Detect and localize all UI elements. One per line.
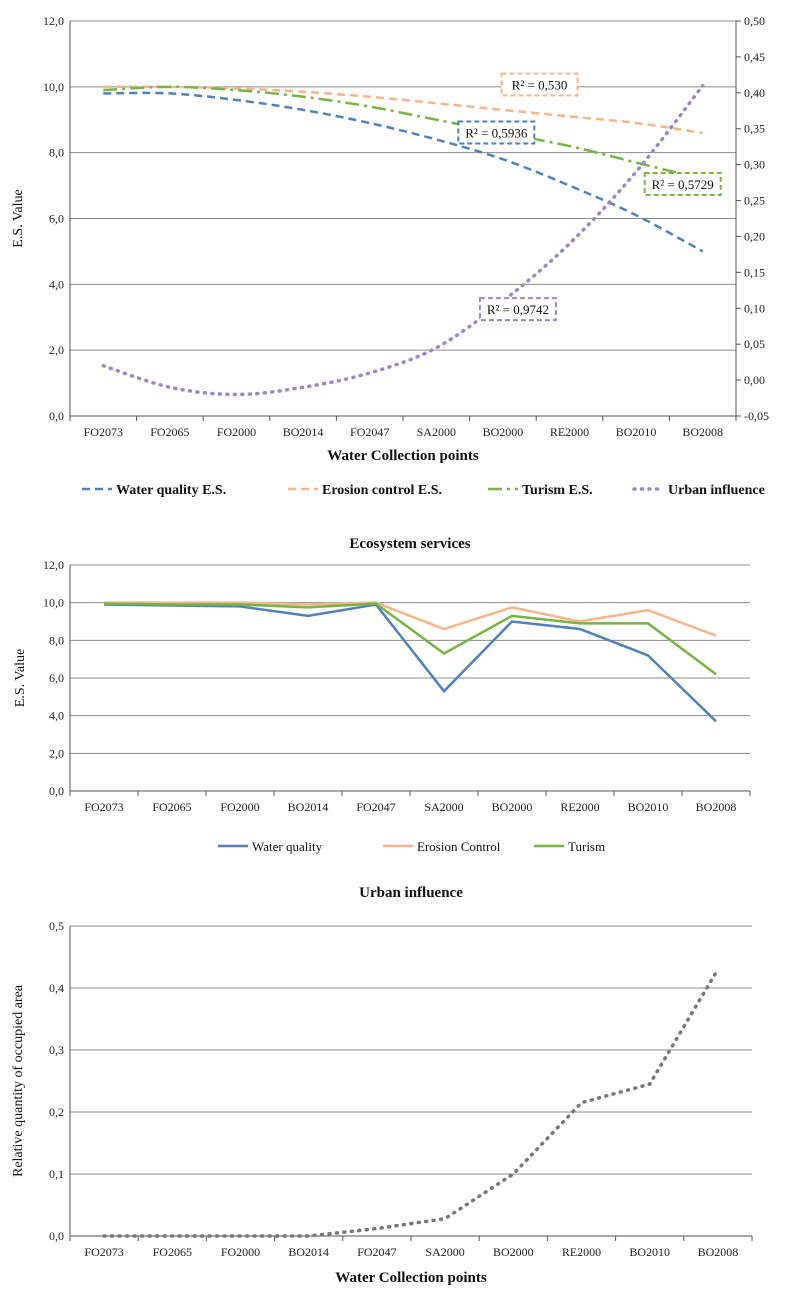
y2-tick-label: 0,10 [744, 301, 765, 315]
series-line-urban-influence [101, 83, 705, 397]
r-squared-box [478, 297, 557, 322]
y-tick-label: 4,0 [49, 709, 64, 723]
x-tick-label: FO2000 [220, 800, 259, 814]
y-tick-label: 10,0 [43, 596, 64, 610]
x-tick-label: RE2000 [550, 425, 589, 439]
y-tick-label: 0,0 [49, 1229, 64, 1243]
x-tick-label: SA2000 [425, 1245, 464, 1259]
y2-tick-label: 0,50 [744, 14, 765, 28]
legend-label: Turism E.S. [522, 483, 593, 498]
x-tick-label: BO2010 [629, 1245, 670, 1259]
r-squared-label: R² = 0,5936 [465, 126, 528, 141]
legend-label: Erosion Control [417, 839, 501, 854]
x-axis-label: Water Collection points [335, 1270, 487, 1286]
series-line-water-quality-e-s [103, 91, 704, 253]
x-tick-label: BO2014 [288, 1245, 329, 1259]
x-tick-label: BO2010 [616, 425, 657, 439]
y-tick-label: 4,0 [49, 277, 64, 291]
y2-tick-label: 0,35 [744, 122, 765, 136]
r-squared-box [643, 172, 722, 196]
x-tick-label: RE2000 [560, 800, 599, 814]
y-tick-label: 0,0 [49, 409, 64, 423]
y-tick-label: 8,0 [49, 146, 64, 160]
x-tick-label: BO2008 [682, 425, 723, 439]
y2-tick-label: 0,30 [744, 158, 765, 172]
y-tick-label: 6,0 [49, 671, 64, 685]
y2-tick-label: 0,00 [744, 373, 765, 387]
y2-tick-label: 0,45 [744, 50, 765, 64]
x-tick-label: BO2008 [698, 1245, 739, 1259]
x-tick-label: BO2010 [628, 800, 669, 814]
r-squared-box [500, 72, 579, 97]
chart-title: Ecosystem services [349, 536, 470, 552]
y2-tick-label: 0,25 [744, 194, 765, 208]
y-tick-label: 0,1 [49, 1167, 64, 1181]
chart-urban-influence: 0,0 0,1 0,2 0,3 0,4 0,5 FO2073 FO2065 FO2000 BO20… [11, 885, 753, 1286]
y2-tick-label: 0,05 [744, 337, 765, 351]
x-axis-label: Water Collection points [327, 448, 479, 464]
y-tick-label: 2,0 [49, 343, 64, 357]
r-squared-label: R² = 0,9742 [487, 302, 549, 317]
y2-tick-label: -0,05 [744, 409, 769, 423]
y2-tick-label: 0,15 [744, 265, 765, 279]
x-tick-label: SA2000 [424, 800, 463, 814]
x-tick-label: BO2008 [696, 800, 737, 814]
x-tick-label: FO2073 [84, 425, 123, 439]
legend-label: Urban influence [668, 483, 765, 498]
series-line-turism [103, 602, 717, 676]
x-tick-label: BO2014 [283, 425, 324, 439]
x-tick-label: FO2047 [350, 425, 389, 439]
series-line-series [102, 967, 720, 1238]
y-tick-label: 12,0 [43, 558, 64, 572]
x-tick-label: BO2000 [493, 1245, 534, 1259]
y-tick-label: 2,0 [49, 746, 64, 760]
chart-ecosystem-services: 0,0 2,0 4,0 6,0 8,0 10,0 12,0 FO2073 FO2065 FO200… [13, 536, 751, 854]
y-tick-label: 0,0 [49, 784, 64, 798]
x-tick-label: FO2047 [356, 800, 395, 814]
x-tick-label: RE2000 [562, 1245, 601, 1259]
r-squared-box [457, 120, 536, 145]
x-tick-label: FO2065 [150, 425, 189, 439]
x-tick-label: SA2000 [417, 425, 456, 439]
x-tick-label: FO2065 [152, 800, 191, 814]
y2-tick-label: 0,40 [744, 86, 765, 100]
y-axis-label: E.S. Value [11, 189, 26, 247]
y-tick-label: 0,3 [49, 1043, 64, 1057]
r-squared-label: R² = 0,5729 [652, 177, 714, 192]
chart-title: Urban influence [359, 885, 463, 901]
x-tick-label: FO2000 [221, 1245, 260, 1259]
y-tick-label: 8,0 [49, 633, 64, 647]
legend-label: Turism [568, 839, 605, 854]
series-line-erosion-control [104, 601, 717, 637]
x-tick-label: FO2073 [84, 800, 123, 814]
y-tick-label: 0,2 [49, 1105, 64, 1119]
y2-tick-label: 0,20 [744, 229, 765, 243]
y-axis-label: Relative quantity of occupied area [11, 984, 26, 1177]
y-tick-label: 0,5 [49, 919, 64, 933]
chart-es-trendlines: 0,0 2,0 4,0 6,0 8,0 10,0 12,0 FO2073 FO2065 FO200… [11, 14, 769, 498]
x-tick-label: FO2065 [153, 1245, 192, 1259]
y-tick-label: 12,0 [43, 14, 64, 28]
x-tick-label: FO2000 [217, 425, 256, 439]
series-line-erosion-control-e-s [103, 85, 703, 135]
x-tick-label: BO2000 [492, 800, 533, 814]
r-squared-label: R² = 0,530 [512, 77, 568, 92]
x-tick-label: BO2000 [483, 425, 524, 439]
x-tick-label: FO2073 [84, 1245, 123, 1259]
x-tick-label: BO2014 [288, 800, 329, 814]
legend-label: Erosion control E.S. [322, 483, 442, 498]
y-tick-label: 10,0 [43, 80, 64, 94]
series-line-water-quality [103, 603, 717, 723]
legend-label: Water quality [252, 839, 323, 854]
series-line-turism-e-s [103, 85, 703, 181]
y-axis-label: E.S. Value [13, 649, 28, 707]
y-tick-label: 6,0 [49, 212, 64, 226]
legend-label: Water quality E.S. [116, 483, 226, 498]
y-tick-label: 0,4 [49, 981, 64, 995]
x-tick-label: FO2047 [357, 1245, 396, 1259]
